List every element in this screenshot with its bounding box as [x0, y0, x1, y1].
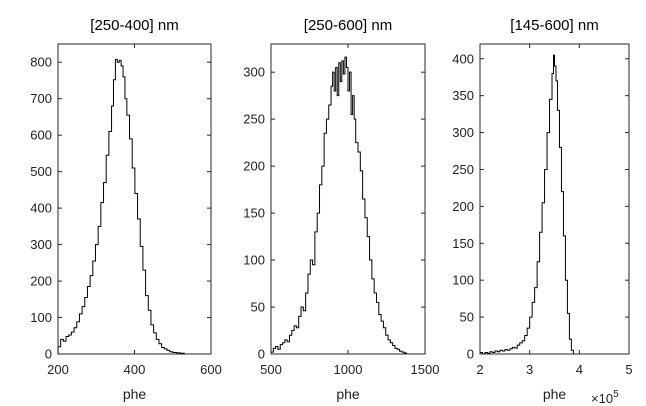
y-tick-label: 300	[30, 237, 52, 252]
y-tick-label: 250	[452, 162, 474, 177]
y-tick-label: 500	[30, 164, 52, 179]
chart-title: [250-600] nm	[304, 17, 392, 34]
histogram-series	[271, 56, 408, 354]
chart-panel-1: 200 400 600 0 100 200 300 400 500 600 700 800 [250-4…	[30, 17, 222, 402]
y-tick-label: 400	[452, 51, 474, 66]
x-tick-label: 600	[200, 362, 222, 377]
axes-frame	[57, 43, 212, 355]
y-tick-label: 50	[251, 300, 265, 315]
histogram-series	[57, 58, 185, 354]
histogram-series	[480, 54, 574, 355]
x-axis-multiplier: ×105	[591, 389, 619, 406]
y-tick-label: 200	[30, 274, 52, 289]
y-tick-label: 100	[243, 253, 265, 268]
y-tick-label: 150	[243, 206, 265, 221]
y-tick-label: 100	[452, 273, 474, 288]
chart-title: [250-400] nm	[90, 17, 178, 34]
x-axis-label: phe	[123, 386, 147, 402]
x-tick-label: 3	[526, 362, 533, 377]
y-tick-label: 600	[30, 128, 52, 143]
x-axis-label: phe	[543, 386, 567, 402]
y-tick-label: 250	[243, 112, 265, 127]
x-tick-label: 1500	[411, 362, 440, 377]
chart-title: [145-600] nm	[510, 17, 598, 34]
axes-frame	[479, 43, 630, 355]
y-tick-label: 300	[452, 125, 474, 140]
x-tick-label: 4	[576, 362, 583, 377]
x-axis-label: phe	[336, 386, 360, 402]
y-tick-label: 200	[452, 199, 474, 214]
y-tick-label: 0	[258, 347, 265, 362]
y-tick-label: 50	[460, 310, 474, 325]
x-tick-label: 200	[47, 362, 69, 377]
y-tick-label: 0	[45, 347, 52, 362]
y-tick-label: 0	[467, 347, 474, 362]
y-tick-label: 100	[30, 310, 52, 325]
y-tick-label: 200	[243, 159, 265, 174]
y-tick-label: 350	[452, 88, 474, 103]
x-tick-label: 5	[625, 362, 632, 377]
y-tick-label: 700	[30, 91, 52, 106]
y-tick-label: 300	[243, 65, 265, 80]
y-tick-label: 150	[452, 236, 474, 251]
chart-panel-2: 500 1000 1500 0 50 100 150 200 250 300 [250-600] n…	[243, 17, 439, 402]
x-tick-label: 500	[260, 362, 282, 377]
x-tick-label: 400	[124, 362, 146, 377]
x-tick-label: 1000	[334, 362, 363, 377]
x-tick-label: 2	[476, 362, 483, 377]
y-tick-label: 400	[30, 201, 52, 216]
y-tick-label: 800	[30, 55, 52, 70]
